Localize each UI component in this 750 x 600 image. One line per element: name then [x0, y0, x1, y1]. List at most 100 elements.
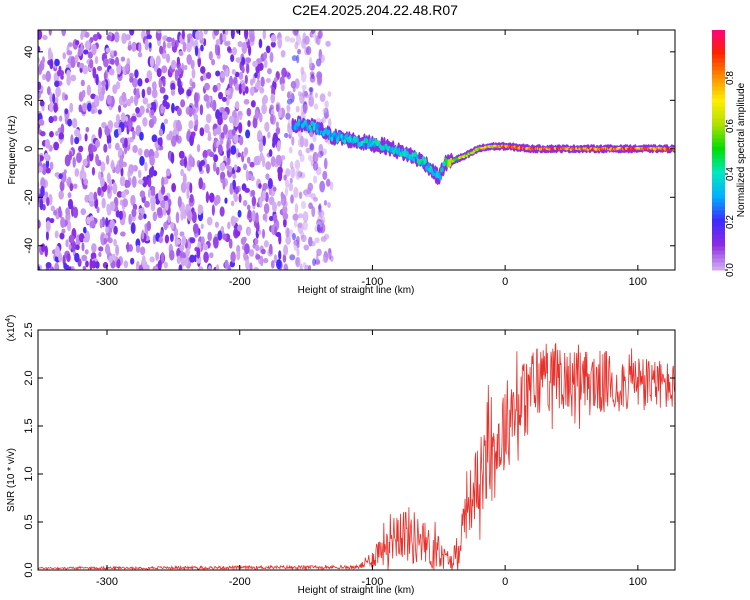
- noise-blob: [91, 43, 97, 56]
- noise-blob: [68, 234, 75, 244]
- noise-blob: [211, 204, 215, 216]
- noise-blob: [275, 231, 282, 238]
- noise-blob: [188, 155, 194, 167]
- noise-blob: [162, 40, 166, 51]
- colorbar-segment: [712, 146, 725, 151]
- noise-blob: [302, 220, 308, 231]
- noise-blob: [263, 203, 270, 214]
- noise-blob: [170, 135, 177, 147]
- noise-blob: [248, 249, 255, 257]
- noise-blob: [297, 48, 302, 55]
- noise-blob: [189, 254, 196, 263]
- noise-blob: [38, 81, 42, 91]
- noise-blob: [207, 231, 213, 242]
- noise-blob: [248, 44, 252, 57]
- noise-blob: [38, 219, 41, 229]
- noise-blob: [312, 258, 317, 267]
- ridge-cell: [448, 161, 452, 167]
- noise-blob: [152, 265, 159, 270]
- noise-blob: [130, 257, 135, 265]
- noise-blob: [191, 211, 197, 224]
- noise-blob: [262, 135, 266, 147]
- colorbar-tick-label: 0.2: [725, 215, 736, 229]
- noise-blob: [54, 80, 60, 88]
- noise-blob: [290, 166, 296, 179]
- noise-blob: [261, 103, 268, 115]
- noise-blob: [81, 254, 88, 262]
- noise-blob: [324, 112, 330, 119]
- noise-blob: [265, 161, 272, 171]
- noise-blob: [145, 30, 151, 36]
- noise-blob: [97, 109, 102, 115]
- noise-blob: [243, 98, 250, 105]
- noise-blob: [171, 182, 176, 193]
- noise-blob: [158, 236, 164, 244]
- noise-blob: [45, 70, 51, 82]
- noise-blob: [232, 173, 237, 179]
- noise-blob: [120, 231, 126, 237]
- noise-blob: [83, 226, 87, 234]
- noise-blob: [113, 121, 120, 129]
- noise-blob: [283, 263, 289, 270]
- noise-blob: [108, 68, 115, 76]
- noise-blob: [246, 156, 251, 164]
- noise-blob: [129, 76, 134, 83]
- noise-blob: [128, 213, 132, 225]
- noise-blob: [244, 187, 250, 193]
- noise-blob: [262, 182, 268, 190]
- noise-blob: [228, 115, 235, 124]
- noise-blob: [316, 248, 322, 257]
- noise-blob: [91, 166, 95, 176]
- colorbar-segment: [712, 246, 725, 251]
- noise-blob: [235, 57, 242, 63]
- noise-blob: [196, 144, 201, 153]
- noise-blob: [148, 42, 152, 49]
- colorbar-segment: [712, 218, 725, 223]
- noise-blob: [186, 54, 193, 65]
- noise-blob: [139, 190, 146, 198]
- noise-blob: [254, 72, 258, 79]
- noise-blob: [201, 236, 205, 245]
- noise-blob: [115, 164, 121, 174]
- noise-blob: [300, 234, 307, 243]
- noise-blob: [226, 141, 230, 151]
- noise-blob: [261, 248, 266, 255]
- colorbar-tick-label: 0.8: [725, 71, 736, 85]
- noise-blob: [276, 200, 282, 207]
- noise-blob: [238, 83, 243, 95]
- noise-blob: [262, 189, 266, 201]
- noise-blob: [54, 230, 59, 239]
- noise-blob: [322, 256, 328, 263]
- noise-blob: [303, 104, 309, 113]
- noise-blob: [135, 107, 140, 114]
- noise-blob: [175, 134, 179, 142]
- noise-blob: [67, 58, 72, 64]
- noise-blob: [302, 89, 306, 99]
- noise-blob: [38, 63, 43, 75]
- noise-blob: [242, 163, 248, 171]
- noise-blob: [169, 233, 174, 242]
- colorbar-segment: [712, 182, 725, 187]
- colorbar-segment: [712, 78, 725, 83]
- noise-blob: [164, 201, 169, 211]
- noise-blob: [38, 181, 40, 190]
- noise-blob: [267, 178, 273, 190]
- noise-blob: [98, 246, 104, 252]
- noise-blob: [270, 41, 276, 48]
- noise-blob: [310, 93, 315, 106]
- noise-blob: [106, 94, 112, 105]
- noise-blob: [120, 56, 126, 62]
- noise-blob: [146, 220, 152, 232]
- noise-blob: [89, 220, 96, 228]
- noise-blob: [192, 223, 199, 235]
- snr-y-tick-label: 1.5: [23, 418, 35, 433]
- colorbar-segment: [712, 234, 725, 239]
- ridge-cell: [316, 123, 320, 129]
- noise-blob: [110, 58, 115, 65]
- noise-blob: [137, 179, 144, 185]
- colorbar-segment: [712, 170, 725, 175]
- noise-blob: [315, 253, 319, 265]
- noise-blob: [105, 217, 109, 229]
- noise-blob: [163, 195, 169, 202]
- noise-blob: [46, 86, 51, 96]
